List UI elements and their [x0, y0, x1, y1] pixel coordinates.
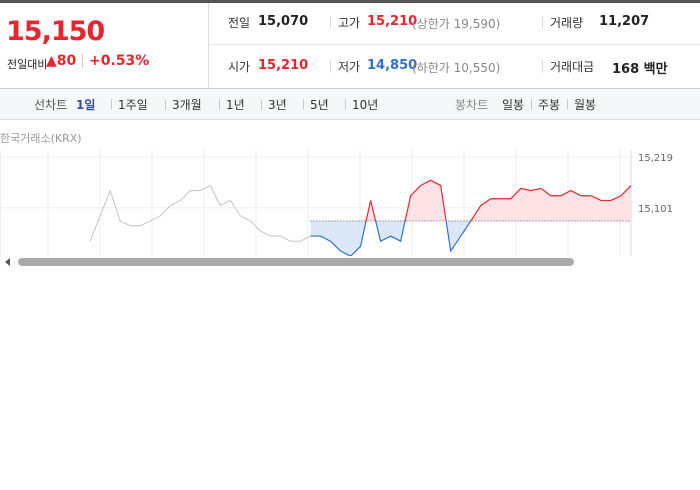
price-line-down	[310, 221, 472, 256]
tab[interactable]: 10년	[352, 98, 379, 112]
stat-value: 15,210	[258, 58, 309, 73]
tab-group-label: 봉차트	[455, 98, 489, 112]
sep	[303, 99, 304, 110]
sep	[219, 99, 220, 110]
stat-label: 거래대금	[550, 60, 595, 74]
change-rate: +0.53%	[89, 53, 150, 69]
divider	[208, 3, 209, 88]
scrollbar-thumb[interactable]	[18, 258, 574, 266]
tab[interactable]: 1일	[76, 98, 96, 112]
divider	[0, 88, 700, 89]
sep	[531, 99, 532, 110]
tab-group-label: 선차트	[34, 98, 68, 112]
tab[interactable]: 일봉	[502, 98, 525, 112]
tab[interactable]: 5년	[310, 98, 329, 112]
price: 15,150	[6, 16, 105, 47]
tab[interactable]: 주봉	[538, 98, 561, 112]
sep	[542, 60, 543, 73]
tab[interactable]: 1주일	[118, 98, 148, 112]
sep	[111, 99, 112, 110]
sep	[542, 16, 543, 29]
price-line	[89, 184, 311, 242]
y-tick-label: 15,101	[638, 204, 673, 215]
tab[interactable]: 3개월	[172, 98, 202, 112]
sep	[261, 99, 262, 110]
price-line-up	[365, 179, 632, 222]
area-down	[310, 221, 471, 256]
source: 한국거래소(KRX)	[0, 132, 82, 145]
stat-value: 168 백만	[612, 62, 668, 77]
tab[interactable]: 1년	[226, 98, 245, 112]
stat-label: 시가	[228, 60, 251, 74]
tab[interactable]: 월봉	[574, 98, 597, 112]
stat-value: 14,850	[367, 58, 418, 73]
chart: 15,219 15,101	[0, 150, 673, 266]
stat-value: 15,210	[367, 14, 418, 29]
sep	[567, 99, 568, 110]
stat-value: 11,207	[599, 14, 650, 29]
change: ▲80	[46, 53, 77, 69]
tab-bar	[0, 89, 700, 120]
sep	[330, 60, 331, 73]
sep	[165, 99, 166, 110]
stat-value: 15,070	[258, 14, 309, 29]
top-border	[0, 0, 700, 3]
stat-note: (하한가 10,550)	[412, 61, 501, 75]
stat-note: (상한가 19,590)	[412, 17, 501, 31]
sep	[330, 16, 331, 29]
stat-label: 고가	[338, 16, 361, 30]
y-tick-label: 15,219	[638, 153, 673, 164]
stat-label: 거래량	[550, 16, 584, 30]
sep	[345, 99, 346, 110]
divider	[209, 44, 700, 45]
area-up	[310, 180, 631, 222]
stat-label: 전일	[228, 16, 251, 30]
change-label: 전일대비	[7, 58, 48, 71]
stat-label: 저가	[338, 60, 361, 74]
scroll-left[interactable]	[5, 258, 10, 266]
tab[interactable]: 3년	[268, 98, 287, 112]
sep	[82, 54, 83, 68]
